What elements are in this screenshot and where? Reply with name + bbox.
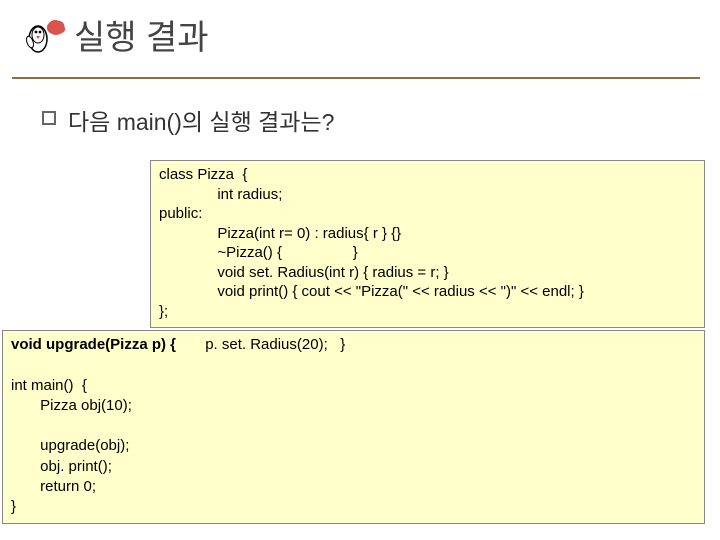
page-title: 실행 결과 bbox=[74, 10, 209, 59]
question-text: 다음 main()의 실행 결과는? bbox=[68, 103, 334, 137]
code-block-class: class Pizza { int radius; public: Pizza(… bbox=[150, 160, 705, 328]
code-block-main: void upgrade(Pizza p) { p. set. Radius(2… bbox=[2, 330, 705, 524]
header: 실행 결과 bbox=[12, 0, 700, 79]
bullet-row: 다음 main()의 실행 결과는? bbox=[42, 103, 720, 137]
bullet-icon bbox=[42, 111, 56, 125]
logo-icon bbox=[24, 13, 68, 57]
